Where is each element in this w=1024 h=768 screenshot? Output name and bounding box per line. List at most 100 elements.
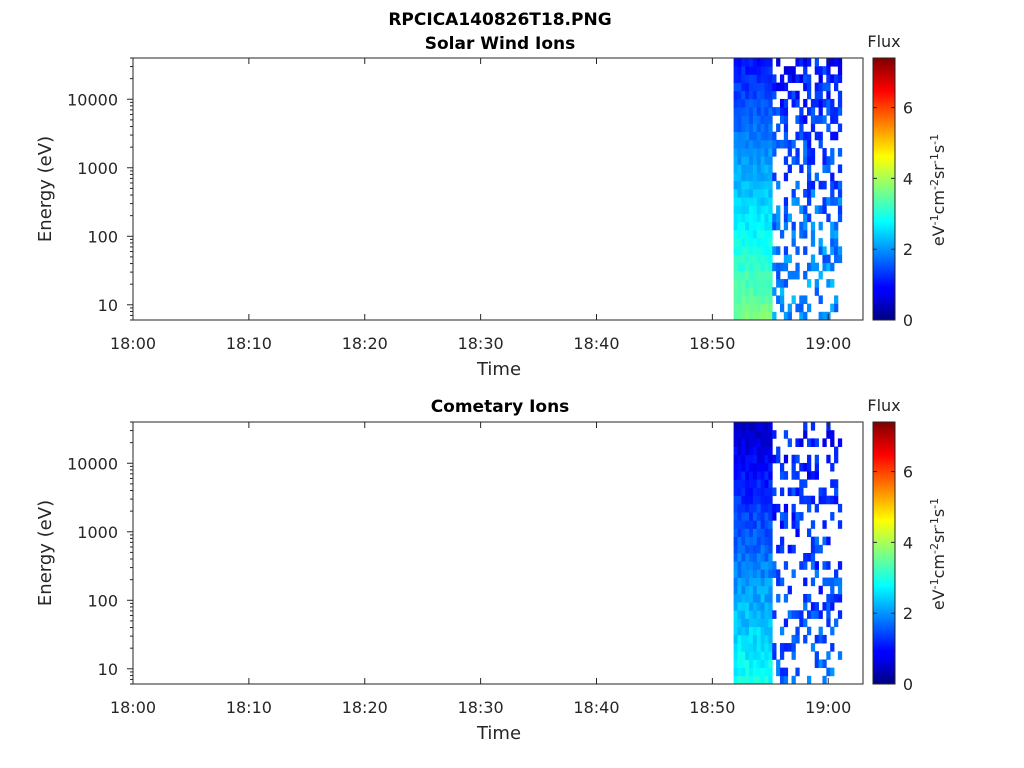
heatmap-cell — [737, 262, 742, 272]
heatmap-cell — [752, 172, 758, 182]
heatmap-cell — [764, 148, 769, 157]
heatmap-cell — [787, 438, 792, 447]
heatmap-cell — [760, 659, 765, 669]
heatmap-cell — [760, 667, 765, 677]
heatmap-cell — [737, 123, 742, 133]
heatmap-cell — [752, 205, 758, 214]
heatmap-cell — [776, 107, 781, 116]
heatmap-cell — [791, 238, 796, 247]
heatmap-cell — [768, 626, 773, 636]
heatmap-cell — [756, 430, 762, 439]
heatmap-cell — [803, 205, 808, 214]
heatmap-cell — [733, 618, 738, 628]
heatmap-cell — [795, 520, 800, 529]
heatmap-cell — [834, 295, 839, 305]
heatmap-cell — [752, 487, 758, 497]
heatmap-cell — [756, 553, 762, 562]
heatmap-cell — [768, 115, 773, 124]
heatmap-cell — [749, 246, 754, 255]
heatmap-cell — [768, 139, 773, 149]
heatmap-cell — [764, 262, 769, 272]
heatmap-cell — [806, 213, 812, 223]
heatmap-cell — [756, 536, 762, 546]
heatmap-cell — [764, 221, 769, 231]
heatmap-cell — [745, 462, 750, 472]
heatmap-cell — [737, 311, 742, 321]
heatmap-cell — [779, 262, 785, 272]
heatmap-cell — [768, 180, 773, 190]
heatmap-cell — [837, 197, 843, 206]
heatmap-cell — [806, 90, 812, 100]
heatmap-cell — [737, 462, 742, 472]
heatmap-cell — [760, 553, 765, 562]
heatmap-cell — [741, 479, 746, 488]
heatmap-cell — [749, 569, 754, 578]
heatmap-cell — [799, 495, 804, 505]
heatmap-cell — [756, 295, 762, 305]
heatmap-cell — [791, 197, 796, 206]
heatmap-cell — [810, 438, 816, 447]
heatmap-cell — [799, 115, 804, 124]
heatmap-cell — [803, 148, 808, 157]
heatmap-cell — [818, 495, 823, 505]
heatmap-cell — [799, 58, 804, 67]
heatmap-cell — [760, 254, 765, 264]
heatmap-cell — [737, 430, 742, 439]
heatmap-cell — [822, 311, 827, 321]
heatmap-cell — [737, 553, 742, 562]
heatmap-cell — [776, 205, 781, 214]
heatmap-cell — [795, 667, 800, 677]
heatmap-cell — [810, 561, 816, 570]
heatmap-cell — [772, 651, 777, 660]
heatmap-cell — [837, 189, 843, 198]
solar-wind-x-ticks: 18:00 18:10 18:20 18:30 18:40 18:50 19:00 — [110, 58, 851, 353]
heatmap-cell — [837, 438, 843, 447]
heatmap-cell — [776, 270, 781, 280]
heatmap-cell — [749, 528, 754, 538]
heatmap-cell — [787, 164, 792, 174]
heatmap-cell — [752, 262, 758, 272]
heatmap-cell — [814, 66, 819, 75]
heatmap-cell — [803, 58, 808, 67]
heatmap-cell — [752, 270, 758, 280]
heatmap-cell — [756, 221, 762, 231]
heatmap-cell — [818, 115, 823, 124]
heatmap-cell — [752, 246, 758, 255]
heatmap-cell — [756, 569, 762, 578]
heatmap-cell — [783, 311, 789, 321]
heatmap-cell — [783, 107, 789, 116]
heatmap-cell — [795, 90, 800, 100]
heatmap-cell — [795, 180, 800, 190]
heatmap-cell — [760, 610, 765, 619]
heatmap-cell — [799, 123, 804, 133]
heatmap-cell — [814, 287, 819, 296]
heatmap-cell — [764, 643, 769, 652]
heatmap-cell — [806, 593, 812, 603]
heatmap-cell — [787, 544, 792, 554]
heatmap-cell — [745, 520, 750, 529]
heatmap-cell — [745, 221, 750, 231]
heatmap-cell — [787, 585, 792, 595]
heatmap-cell — [752, 66, 758, 75]
heatmap-cell — [733, 634, 738, 644]
heatmap-cell — [806, 164, 812, 174]
heatmap-cell — [741, 454, 746, 464]
heatmap-cell — [749, 561, 754, 570]
heatmap-cell — [756, 66, 762, 75]
heatmap-cell — [768, 634, 773, 644]
heatmap-cell — [745, 618, 750, 628]
heatmap-cell — [803, 430, 808, 439]
heatmap-cell — [787, 74, 792, 83]
heatmap-cell — [764, 254, 769, 264]
heatmap-cell — [760, 58, 765, 67]
heatmap-cell — [830, 279, 835, 288]
heatmap-cell — [737, 577, 742, 587]
heatmap-cell — [779, 115, 785, 124]
heatmap-cell — [749, 303, 754, 313]
heatmap-cell — [737, 675, 742, 685]
heatmap-cell — [749, 618, 754, 628]
heatmap-cell — [733, 438, 738, 447]
heatmap-cell — [795, 262, 800, 272]
heatmap-cell — [787, 303, 792, 313]
heatmap-cell — [772, 503, 777, 513]
